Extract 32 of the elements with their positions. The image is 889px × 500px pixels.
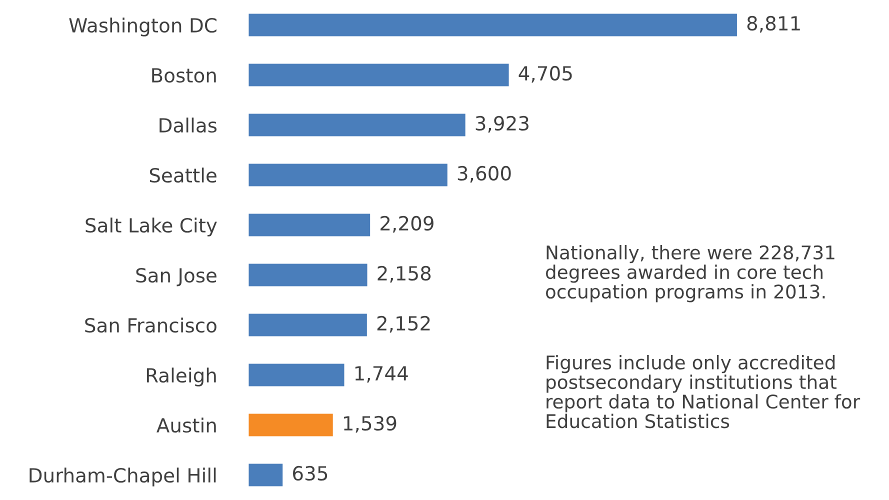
y-tick-label: Raleigh [146, 368, 216, 386]
y-tick-label: Seattle [150, 168, 216, 183]
bar [248, 462, 284, 488]
data-label: 3,923 [476, 116, 528, 133]
data-label: 635 [293, 466, 328, 481]
annotation: Figures include only accredited postsecondary institutions that report data to National Center for Education Statistics [546, 355, 860, 428]
y-tick-label: Boston [152, 68, 216, 83]
bar [248, 412, 334, 438]
y-tick-label: San Francisco [85, 318, 216, 333]
data-label: 1,744 [355, 366, 408, 383]
y-tick-label: Salt Lake City [86, 218, 217, 236]
data-label: 8,811 [747, 16, 800, 33]
y-tick-label: Washington DC [69, 18, 216, 36]
y-tick-label: San Jose [136, 268, 216, 286]
bar [248, 312, 368, 338]
bar [248, 362, 346, 388]
bar [248, 262, 369, 288]
data-label: 4,705 [518, 66, 572, 83]
y-tick-label: Austin [156, 418, 216, 433]
bar [248, 162, 449, 188]
bar [248, 62, 510, 88]
data-label: 2,209 [380, 216, 434, 233]
data-label: 2,152 [377, 316, 430, 333]
data-label: 1,539 [344, 416, 396, 433]
data-label: 2,158 [378, 266, 431, 283]
data-label: 3,600 [458, 166, 511, 183]
bar [248, 12, 738, 38]
y-tick-label: Dallas [160, 118, 217, 133]
y-tick-label: Durham-Chapel Hill [30, 468, 216, 486]
bar [248, 212, 372, 238]
bar [248, 112, 467, 138]
annotation: Nationally, there were 228,731 degrees awarded in core tech occupation programs in 2013. [546, 245, 834, 302]
